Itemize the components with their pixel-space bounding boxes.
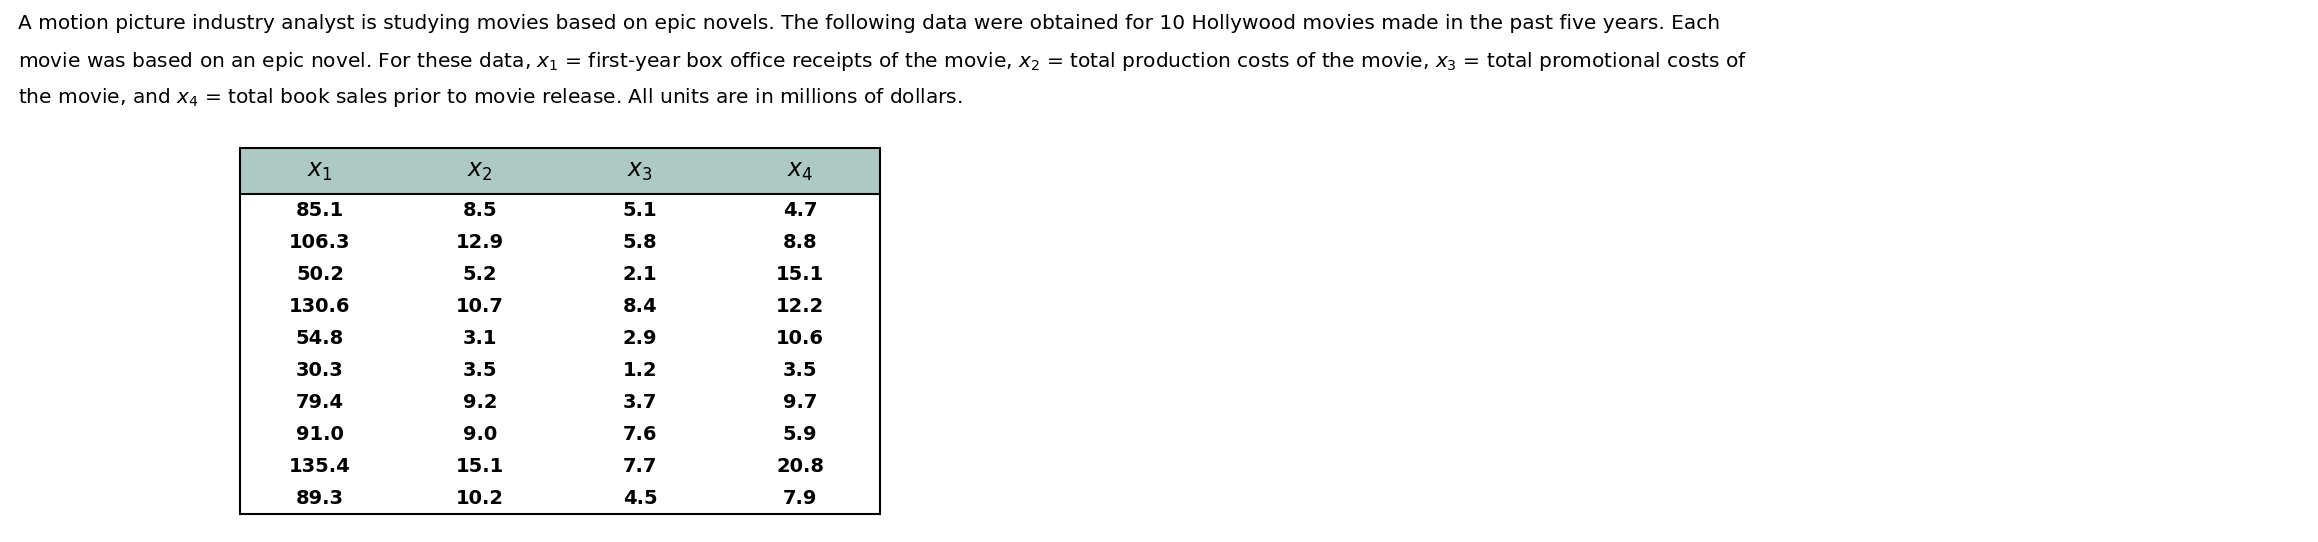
Text: 7.7: 7.7 (624, 456, 658, 475)
Text: 3.5: 3.5 (783, 360, 818, 379)
Text: the movie, and $x_4$ = total book sales prior to movie release. All units are in: the movie, and $x_4$ = total book sales … (19, 86, 962, 109)
Text: 20.8: 20.8 (777, 456, 823, 475)
Text: 3.7: 3.7 (624, 392, 658, 411)
Text: 12.9: 12.9 (457, 233, 503, 251)
Text: 89.3: 89.3 (297, 488, 343, 507)
Text: 8.8: 8.8 (783, 233, 818, 251)
Text: 7.9: 7.9 (783, 488, 818, 507)
Text: 15.1: 15.1 (777, 264, 825, 283)
Text: 4.5: 4.5 (624, 488, 658, 507)
Text: 9.7: 9.7 (783, 392, 818, 411)
Text: 15.1: 15.1 (457, 456, 503, 475)
Text: 10.6: 10.6 (777, 328, 823, 347)
Text: 7.6: 7.6 (624, 424, 658, 443)
Text: 9.2: 9.2 (464, 392, 498, 411)
Text: $\mathbf{\mathit{x}}_{4}$: $\mathbf{\mathit{x}}_{4}$ (786, 159, 814, 183)
Text: 9.0: 9.0 (464, 424, 496, 443)
Text: 1.2: 1.2 (624, 360, 658, 379)
Text: 135.4: 135.4 (290, 456, 350, 475)
Text: $\mathbf{\mathit{x}}_{2}$: $\mathbf{\mathit{x}}_{2}$ (468, 159, 494, 183)
Text: 50.2: 50.2 (297, 264, 343, 283)
Text: 79.4: 79.4 (297, 392, 343, 411)
Text: 8.5: 8.5 (464, 201, 498, 220)
Text: 8.4: 8.4 (624, 296, 658, 315)
Text: 91.0: 91.0 (297, 424, 343, 443)
Text: A motion picture industry analyst is studying movies based on epic novels. The f: A motion picture industry analyst is stu… (19, 14, 1720, 33)
Text: movie was based on an epic novel. For these data, $x_1$ = first-year box office : movie was based on an epic novel. For th… (19, 50, 1748, 73)
Text: 30.3: 30.3 (297, 360, 343, 379)
Text: 106.3: 106.3 (290, 233, 350, 251)
Text: 4.7: 4.7 (783, 201, 818, 220)
Text: 5.1: 5.1 (624, 201, 658, 220)
Text: 130.6: 130.6 (290, 296, 350, 315)
Text: 3.1: 3.1 (464, 328, 498, 347)
Bar (241, 148, 881, 514)
Text: 12.2: 12.2 (777, 296, 825, 315)
Text: 10.7: 10.7 (457, 296, 503, 315)
Text: 2.9: 2.9 (624, 328, 658, 347)
Text: $\mathbf{\mathit{x}}_{1}$: $\mathbf{\mathit{x}}_{1}$ (308, 159, 334, 183)
Text: 5.2: 5.2 (464, 264, 498, 283)
Text: 2.1: 2.1 (624, 264, 658, 283)
Text: 3.5: 3.5 (464, 360, 498, 379)
Text: 10.2: 10.2 (457, 488, 503, 507)
Text: 5.9: 5.9 (783, 424, 818, 443)
Text: $\mathbf{\mathit{x}}_{3}$: $\mathbf{\mathit{x}}_{3}$ (628, 159, 654, 183)
Text: 85.1: 85.1 (297, 201, 343, 220)
Text: 5.8: 5.8 (624, 233, 658, 251)
Bar (241, 148, 881, 194)
Text: 54.8: 54.8 (297, 328, 343, 347)
